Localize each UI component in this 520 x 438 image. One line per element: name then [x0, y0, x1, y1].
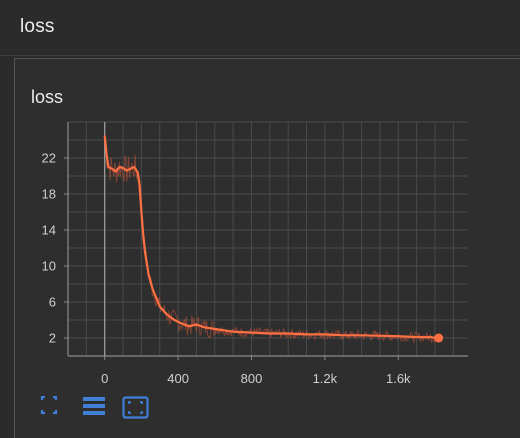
y-tick-label: 14 [42, 223, 56, 238]
fit-domain-icon [40, 395, 58, 415]
y-tick-label: 6 [49, 295, 56, 310]
chart-card-title: loss [31, 87, 64, 107]
y-tick-label: 22 [42, 151, 56, 166]
toggle-log-scale-icon [83, 397, 105, 415]
loss-series-line [103, 135, 439, 340]
x-tick-label: 1.2k [313, 371, 338, 386]
fit-domain-button[interactable] [40, 395, 64, 420]
chart-series-layer [103, 135, 444, 344]
section-title: loss [20, 16, 55, 37]
toggle-log-scale-button[interactable] [82, 396, 106, 420]
loss-series-end-point [434, 333, 444, 343]
x-tick-label: 0 [101, 371, 108, 386]
expand-chart-icon [122, 396, 149, 419]
chart-tick-labels: 2 6 10 14 18 22 0 400 800 1.2k 1.6k [42, 151, 412, 387]
x-tick-label: 1.6k [386, 371, 411, 386]
loss-series-raw-line [104, 135, 439, 344]
loss-chart[interactable]: 2 6 10 14 18 22 0 400 800 1.2k 1.6k [0, 0, 520, 415]
y-tick-label: 18 [42, 187, 56, 202]
chart-axes [64, 122, 468, 360]
chart-grid [68, 121, 468, 357]
x-tick-label: 400 [167, 371, 189, 386]
x-tick-label: 800 [241, 371, 263, 386]
y-tick-label: 10 [42, 259, 56, 274]
y-tick-label: 2 [49, 331, 56, 346]
chart-toolbar [40, 395, 160, 419]
section-header[interactable]: loss [0, 0, 520, 56]
expand-chart-button[interactable] [122, 396, 149, 420]
